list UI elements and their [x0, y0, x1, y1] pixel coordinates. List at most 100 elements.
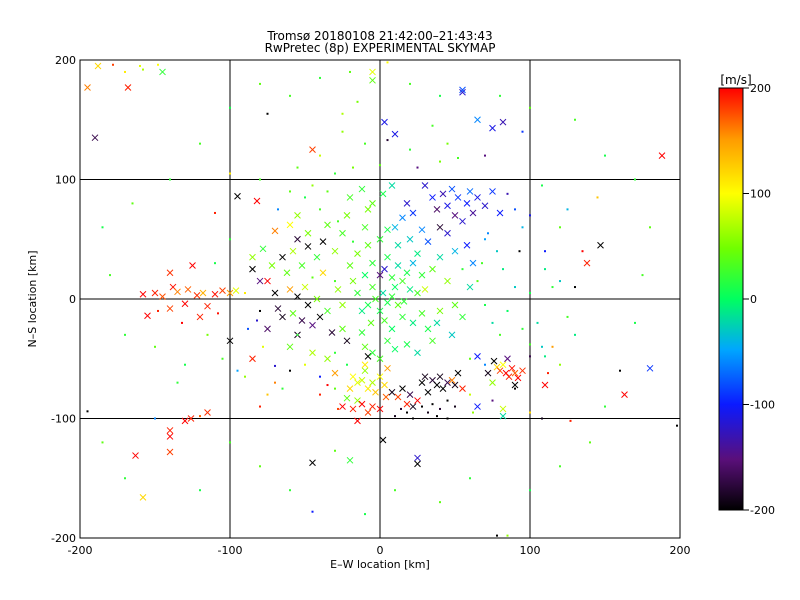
data-point-dot	[319, 393, 321, 396]
data-point-dot	[206, 333, 209, 336]
data-point-dot	[101, 441, 104, 444]
data-point-cross	[583, 259, 591, 267]
data-point-cross	[454, 194, 462, 201]
data-point-dot	[416, 166, 419, 169]
data-point-cross	[489, 124, 496, 132]
data-point-dot	[436, 415, 438, 418]
data-point-cross	[429, 265, 436, 273]
data-point-dot	[236, 369, 239, 372]
data-point-cross	[313, 253, 321, 261]
data-point-dot	[481, 262, 483, 265]
data-point-cross	[256, 277, 264, 285]
data-point-cross	[268, 262, 276, 269]
data-point-dot	[559, 363, 561, 366]
data-point-dot	[454, 405, 456, 408]
data-point-cross	[489, 379, 496, 387]
data-point-cross	[459, 217, 466, 225]
y-axis-label: N–S location [km]	[26, 250, 39, 347]
data-point-dot	[529, 411, 531, 414]
data-point-cross	[249, 265, 256, 273]
data-point-dot	[461, 268, 464, 271]
data-point-cross	[421, 182, 429, 189]
data-point-cross	[451, 247, 459, 255]
data-point-cross	[249, 355, 256, 363]
data-point-cross	[367, 319, 375, 327]
x-axis-ticks: -200 -100 0 100 200	[68, 532, 691, 557]
colorbar-tick-label: 0	[750, 293, 757, 306]
data-point-dot	[304, 363, 306, 366]
data-point-cross	[271, 289, 279, 297]
data-point-cross	[394, 301, 402, 309]
data-point-cross	[436, 373, 444, 381]
colorbar	[718, 87, 744, 511]
y-tick-label: 100	[55, 174, 76, 187]
data-point-dot	[506, 534, 509, 537]
data-point-cross	[189, 262, 196, 269]
data-point-dot	[199, 415, 201, 418]
data-point-cross	[376, 271, 384, 279]
data-point-dot	[521, 327, 524, 330]
data-point-dot	[502, 268, 504, 271]
data-point-cross	[399, 214, 406, 222]
data-point-dot	[244, 375, 246, 378]
data-point-cross	[514, 374, 522, 382]
data-point-dot	[274, 381, 276, 384]
data-point-dot	[514, 208, 516, 211]
data-point-cross	[406, 391, 414, 398]
data-point-cross	[436, 307, 444, 315]
chart-title-line1: Tromsø 20180108 21:42:00–21:43:43	[266, 29, 492, 43]
data-point-dot	[541, 345, 543, 348]
data-point-cross	[346, 456, 354, 464]
data-point-cross	[444, 229, 451, 237]
data-point-dot	[439, 94, 441, 97]
data-point-cross	[364, 206, 372, 213]
data-point-cross	[369, 379, 376, 387]
data-point-cross	[391, 345, 399, 353]
data-point-cross	[204, 409, 211, 416]
data-point-dot	[259, 82, 261, 85]
data-point-dot	[259, 465, 261, 468]
data-point-cross	[414, 460, 421, 468]
data-point-dot	[496, 250, 498, 253]
colorbar-ticks: 200 100 0 -100 -200	[743, 82, 775, 517]
data-point-cross	[84, 84, 91, 91]
data-point-cross	[174, 288, 181, 296]
data-point-dot	[337, 220, 339, 223]
data-point-dot	[469, 357, 471, 360]
data-point-cross	[372, 295, 379, 303]
data-point-cross	[132, 452, 139, 459]
data-point-cross	[496, 367, 504, 375]
data-point-cross	[399, 385, 406, 392]
data-point-dot	[386, 61, 389, 64]
data-point-cross	[166, 269, 174, 277]
data-point-cross	[496, 209, 504, 217]
data-point-cross	[499, 412, 507, 420]
data-point-dot	[574, 333, 576, 336]
data-point-cross	[364, 409, 372, 416]
data-point-dot	[386, 139, 389, 142]
data-point-cross	[313, 295, 321, 303]
data-point-cross	[451, 211, 459, 219]
data-point-dot	[154, 345, 156, 348]
data-point-cross	[414, 349, 421, 357]
data-point-cross	[361, 361, 369, 369]
data-point-cross	[474, 403, 481, 410]
data-point-dot	[551, 286, 554, 289]
data-point-dot	[379, 164, 381, 167]
data-point-cross	[433, 206, 441, 213]
data-point-cross	[259, 245, 267, 253]
data-point-cross	[166, 427, 174, 434]
data-point-cross	[403, 200, 411, 207]
y-tick-label: -200	[51, 532, 76, 545]
data-point-cross	[448, 376, 456, 384]
data-point-dot	[427, 411, 429, 414]
data-point-dot	[394, 489, 396, 492]
data-point-cross	[196, 313, 204, 321]
data-point-dot	[604, 154, 606, 157]
data-point-dot	[259, 178, 261, 181]
data-point-dot	[364, 513, 366, 516]
y-tick-label: 0	[69, 293, 76, 306]
data-point-dot	[229, 238, 231, 241]
data-point-dot	[217, 312, 219, 315]
